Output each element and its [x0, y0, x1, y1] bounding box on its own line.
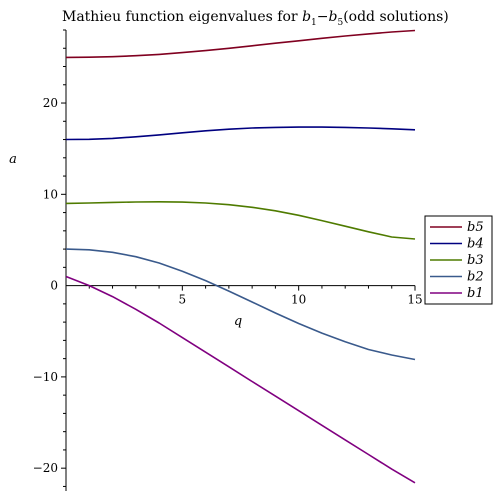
- title-suffix: (odd solutions): [343, 9, 449, 25]
- x-tick-label: 5: [179, 293, 187, 307]
- title-var1: b: [302, 9, 311, 25]
- y-tick-label: 20: [43, 96, 58, 110]
- legend-label-b2: b2: [467, 270, 484, 285]
- title-sub1: 1: [311, 18, 317, 28]
- title-sub2: 5: [337, 18, 343, 28]
- legend-label-b1: b1: [467, 286, 484, 301]
- series-line-b2: [65, 248, 416, 361]
- legend-label-b3: b3: [467, 253, 484, 268]
- title-var2: b: [329, 9, 338, 25]
- x-tick-label: 10: [291, 293, 306, 307]
- series-line-b3: [65, 201, 416, 240]
- y-tick-label: −20: [33, 461, 58, 475]
- axes: 5 10 15 20 10 0 −10 −20: [33, 29, 423, 491]
- series-lines: [65, 29, 416, 484]
- series-line-b4: [65, 126, 416, 141]
- y-axis-label: a: [9, 152, 17, 167]
- series-line-b1: [65, 275, 416, 484]
- title-prefix: Mathieu function eigenvalues for: [62, 9, 302, 25]
- x-axis-label: q: [234, 314, 242, 329]
- chart-title: Mathieu function eigenvalues for b1−b5(o…: [62, 9, 449, 28]
- x-tick-label: 15: [407, 293, 422, 307]
- series-line-b5: [65, 29, 416, 59]
- y-tick-label: −10: [33, 370, 58, 384]
- y-tick-label: 10: [43, 187, 58, 201]
- y-tick-label: 0: [50, 279, 58, 293]
- legend-label-b5: b5: [467, 220, 484, 235]
- legend-label-b4: b4: [467, 237, 484, 252]
- title-dash: −: [317, 9, 329, 25]
